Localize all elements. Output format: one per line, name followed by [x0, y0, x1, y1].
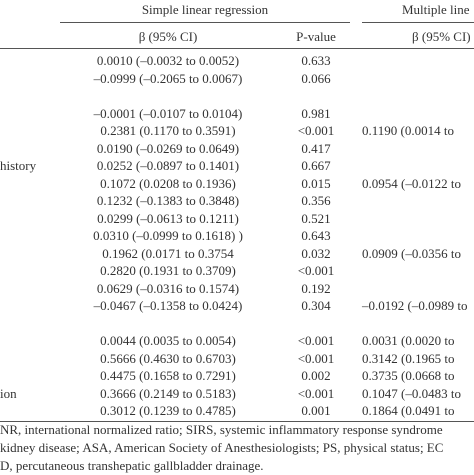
beta-simple: –0.0001 (–0.0107 to 0.0104)	[93, 105, 243, 121]
beta-simple: 0.2820 (0.1931 to 0.3709)	[100, 263, 236, 278]
p-value: 0.304	[301, 298, 331, 313]
row-label: ion	[0, 385, 17, 401]
p-value: 0.981	[301, 105, 331, 121]
column-header: β (95% CI)	[138, 29, 198, 44]
beta-simple: 0.0299 (–0.0613 to 0.1211)	[97, 210, 239, 226]
footnote: NR, international normalized ratio; SIRS…	[0, 422, 443, 437]
p-value: <0.001	[297, 333, 335, 348]
rule	[0, 421, 474, 422]
p-value: 0.001	[301, 403, 331, 418]
rule	[0, 48, 474, 49]
beta-multiple: 0.1190 (0.0014 to	[362, 123, 454, 138]
group-header: Simple linear regression	[141, 2, 269, 17]
beta-simple: 0.0252 (–0.0897 to 0.1401)	[96, 158, 240, 173]
p-value: 0.521	[301, 210, 331, 226]
p-value: 0.667	[301, 158, 331, 173]
beta-multiple: 0.0954 (–0.0122 to	[362, 175, 461, 191]
beta-multiple: 0.3735 (0.0668 to	[362, 368, 455, 383]
beta-multiple: 0.1047 (–0.0483 to	[362, 385, 461, 401]
beta-simple: 0.4475 (0.1658 to 0.7291)	[100, 368, 236, 383]
p-value: 0.417	[301, 140, 331, 156]
column-header: P-value	[296, 29, 336, 44]
row-label: history	[0, 158, 37, 173]
p-value: 0.032	[301, 245, 331, 261]
footnote: D, percutaneous transhepatic gallbladder…	[0, 458, 264, 473]
beta-simple: –0.0999 (–0.2065 to 0.0067)	[93, 70, 243, 86]
p-value: 0.356	[301, 193, 331, 208]
footnote: kidney disease; ASA, American Society of…	[0, 440, 444, 455]
p-value: <0.001	[297, 123, 335, 138]
beta-simple: 0.0044 (0.0035 to 0.0054)	[100, 333, 236, 348]
p-value: <0.001	[297, 350, 335, 366]
p-value: 0.002	[301, 368, 331, 383]
beta-simple: –0.0467 (–0.1358 to 0.0424)	[93, 298, 243, 313]
beta-multiple: 0.1864 (0.0491 to	[362, 403, 455, 418]
p-value: <0.001	[297, 263, 335, 278]
column-header: β (95% CI)	[412, 29, 471, 44]
beta-simple: 0.0629 (–0.0316 to 0.1574)	[96, 280, 240, 296]
beta-multiple: 0.0909 (–0.0356 to	[362, 245, 461, 261]
beta-simple: 0.0190 (–0.0269 to 0.0649)	[96, 140, 240, 156]
p-value: 0.643	[301, 228, 331, 243]
beta-simple: 0.3012 (0.1239 to 0.4785)	[100, 403, 236, 418]
beta-multiple: 0.0031 (0.0020 to	[362, 333, 455, 348]
beta-multiple: 0.3142 (0.1965 to	[362, 350, 455, 366]
group-header: Multiple line	[402, 2, 470, 17]
p-value: 0.015	[301, 175, 331, 191]
p-value: 0.633	[301, 53, 331, 68]
p-value: 0.066	[301, 70, 331, 86]
rule	[60, 22, 350, 23]
p-value: 0.192	[301, 280, 331, 296]
beta-simple: 0.5666 (0.4630 to 0.6703)	[100, 350, 236, 366]
beta-simple: 0.0310 (–0.0999 to 0.1618) )	[93, 228, 243, 243]
beta-simple: 0.1232 (–0.1383 to 0.3848)	[96, 193, 240, 208]
beta-simple: 0.1962 (0.0171 to 0.3754	[102, 245, 234, 261]
beta-simple: 0.0010 (–0.0032 to 0.0052)	[96, 53, 240, 68]
p-value: <0.001	[297, 385, 335, 401]
beta-simple: 0.3666 (0.2149 to 0.5183)	[100, 385, 236, 401]
beta-simple: 0.2381 (0.1170 to 0.3591)	[100, 123, 236, 138]
beta-simple: 0.1072 (0.0208 to 0.1936)	[100, 175, 236, 191]
rule	[362, 22, 474, 23]
beta-multiple: –0.0192 (–0.0989 to	[362, 298, 468, 313]
